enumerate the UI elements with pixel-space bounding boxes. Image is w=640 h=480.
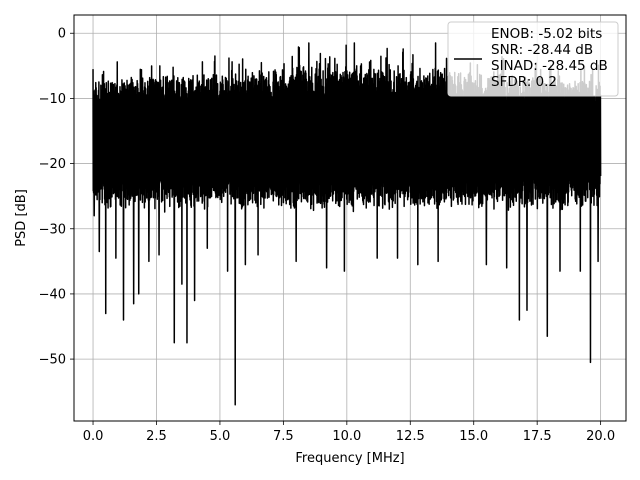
x-tick-label: 0.0: [83, 429, 104, 444]
x-axis-label: Frequency [MHz]: [295, 451, 404, 466]
legend-entry-line: SNR: -28.44 dB: [491, 42, 593, 58]
psd-series-line: [92, 42, 602, 406]
y-tick-label: −10: [39, 92, 66, 107]
x-tick-label: 5.0: [210, 429, 231, 444]
x-tick-label: 15.0: [459, 429, 488, 444]
x-tick-label: 2.5: [146, 429, 167, 444]
y-tick-label: −20: [39, 157, 66, 172]
legend-box: [447, 21, 619, 97]
y-tick-label: −30: [39, 222, 66, 237]
x-tick-label: 10.0: [332, 429, 361, 444]
y-axis-ticks: 0 −10 −20 −30 −40 −50: [39, 27, 74, 368]
legend-entry-line: ENOB: -5.02 bits: [491, 26, 602, 42]
x-tick-label: 12.5: [396, 429, 425, 444]
plot-area: [92, 42, 602, 406]
x-tick-label: 20.0: [586, 429, 615, 444]
legend: ENOB: -5.02 bits SNR: -28.44 dB SINAD: -28…: [447, 21, 619, 97]
x-tick-label: 17.5: [523, 429, 552, 444]
x-axis-ticks: 0.0 2.5 5.0 7.5 10.0 12.5 15.0 17.5 20.0: [83, 421, 615, 444]
legend-entry-line: SINAD: -28.45 dB: [491, 58, 608, 74]
legend-entry-label: ENOB: -5.02 bits SNR: -28.44 dB SINAD: -28…: [491, 26, 608, 90]
y-tick-label: −50: [39, 353, 66, 368]
y-tick-label: 0: [58, 27, 66, 42]
y-tick-label: −40: [39, 287, 66, 302]
y-axis-label: PSD [dB]: [14, 189, 29, 247]
plot-frame: [73, 14, 627, 422]
x-tick-label: 7.5: [273, 429, 294, 444]
legend-entry-line: SFDR: 0.2: [491, 74, 557, 90]
